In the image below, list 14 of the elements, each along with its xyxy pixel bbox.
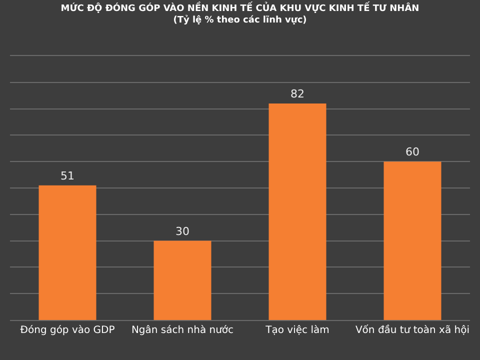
- chart-title: MỨC ĐỘ ĐÓNG GÓP VÀO NỀN KINH TẾ CỦA KHU VỰC KINH TẾ TƯ NHÂN: [60, 0, 420, 14]
- x-tick-label: Đóng góp vào GDP: [20, 325, 115, 336]
- bar: [154, 240, 212, 320]
- x-tick-label: Tạo việc làm: [264, 325, 330, 336]
- data-label: 51: [60, 169, 74, 182]
- data-label: 82: [290, 88, 304, 101]
- bar: [38, 185, 96, 320]
- data-label: 60: [406, 146, 420, 159]
- data-label: 30: [176, 224, 190, 238]
- x-tick-label: Vốn đầu tư toàn xã hội: [355, 324, 470, 336]
- x-tick-label: Ngân sách nhà nước: [131, 325, 234, 336]
- bar: [268, 104, 326, 320]
- bar: [384, 162, 442, 320]
- chart-subtitle: (Tỷ lệ % theo các lĩnh vực): [173, 14, 307, 26]
